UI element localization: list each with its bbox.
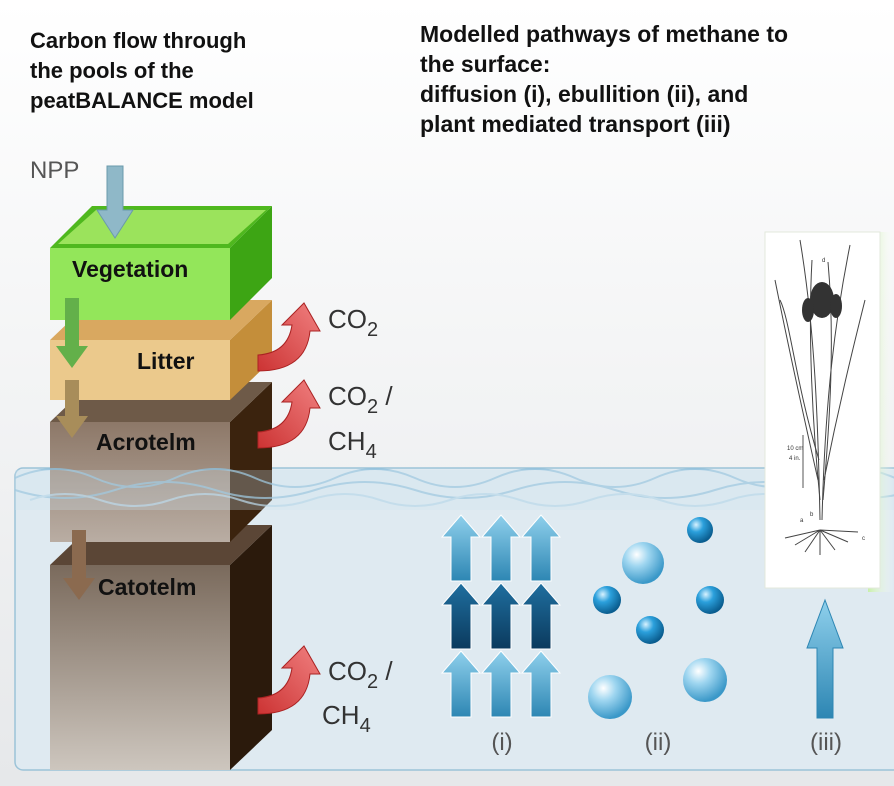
water-surface — [15, 469, 894, 510]
plant-label: c — [862, 536, 865, 542]
title-line: plant mediated transport (iii) — [420, 111, 731, 137]
pathway-label: (iii) — [810, 729, 842, 756]
input-label: NPP — [30, 157, 79, 184]
diffusion-arrows — [442, 515, 560, 717]
plant-label: d — [822, 258, 825, 264]
title-line: Modelled pathways of methane to — [420, 21, 788, 47]
pathway-label: (i) — [491, 729, 512, 756]
title-line: peatBALANCE model — [30, 88, 254, 113]
pool-label: Acrotelm — [96, 429, 196, 455]
diagram: Carbon flow through the pools of the pea… — [0, 0, 894, 786]
plant-label: 4 in. — [789, 456, 801, 462]
acrotelm-box — [50, 382, 272, 542]
plant-illustration: d 10 cm 4 in. a b c — [765, 232, 894, 592]
pool-label: Litter — [137, 348, 195, 374]
pool-label: Vegetation — [72, 256, 188, 282]
title-line: the surface: — [420, 51, 550, 77]
pool-label: Catotelm — [98, 574, 196, 600]
pathway-label: (ii) — [645, 729, 672, 756]
title-line: Carbon flow through — [30, 28, 246, 53]
plant-label: 10 cm — [787, 446, 803, 452]
title-line: diffusion (i), ebullition (ii), and — [420, 81, 748, 107]
title-line: the pools of the — [30, 58, 194, 83]
